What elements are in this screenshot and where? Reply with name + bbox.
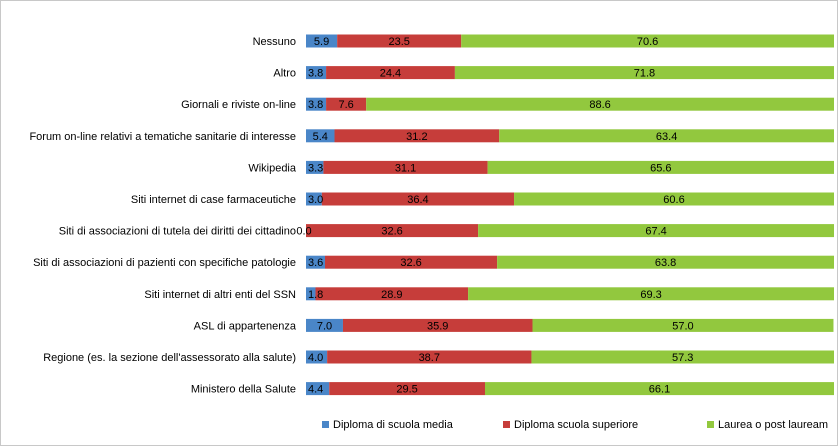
data-label: 65.6 bbox=[650, 162, 671, 174]
bar-segment bbox=[321, 192, 515, 206]
bar-segment bbox=[306, 129, 335, 143]
data-label: 3.0 bbox=[308, 194, 323, 206]
bar-segment bbox=[306, 66, 327, 80]
legend-label: Diploma di scuola media bbox=[333, 419, 454, 431]
data-label: 63.8 bbox=[655, 257, 676, 269]
bar-segment bbox=[315, 287, 469, 301]
category-label: Ministero della Salute bbox=[191, 384, 296, 396]
legend-swatch bbox=[322, 421, 329, 428]
data-label: 4.4 bbox=[308, 384, 323, 396]
category-label: Altro bbox=[273, 68, 296, 80]
data-label: 71.8 bbox=[634, 68, 655, 80]
bar-segment bbox=[306, 160, 324, 174]
data-label: 3.6 bbox=[308, 257, 323, 269]
legend-swatch bbox=[503, 421, 510, 428]
bar-segment bbox=[478, 224, 834, 238]
data-label: 36.4 bbox=[407, 194, 428, 206]
legend-label: Diploma scuola superiore bbox=[514, 419, 638, 431]
bar-segment bbox=[325, 255, 498, 269]
data-label: 24.4 bbox=[380, 68, 401, 80]
data-label: 69.3 bbox=[640, 289, 661, 301]
data-label: 5.4 bbox=[313, 131, 328, 143]
data-label: 57.3 bbox=[672, 352, 693, 364]
data-label: 60.6 bbox=[663, 194, 684, 206]
bar-segment bbox=[468, 287, 834, 301]
bar-segment bbox=[531, 350, 834, 364]
data-label: 31.1 bbox=[395, 162, 416, 174]
data-label: 3.8 bbox=[308, 99, 323, 111]
data-label: 88.6 bbox=[589, 99, 610, 111]
category-label: Wikipedia bbox=[248, 162, 297, 174]
data-label: 38.7 bbox=[419, 352, 440, 364]
category-label: Forum on-line relativi a tematiche sanit… bbox=[29, 131, 296, 143]
bar-segment bbox=[366, 97, 834, 111]
data-label: 31.2 bbox=[406, 131, 427, 143]
data-label: 28.9 bbox=[381, 289, 402, 301]
bar-segment bbox=[306, 34, 338, 48]
data-label: 7.0 bbox=[317, 320, 332, 332]
category-label: Siti internet di altri enti del SSN bbox=[144, 289, 296, 301]
bar-segment bbox=[306, 255, 326, 269]
bar-segment bbox=[329, 382, 485, 396]
bar-segment bbox=[306, 350, 328, 364]
bar-segment bbox=[326, 97, 367, 111]
data-label: 35.9 bbox=[427, 320, 448, 332]
data-label: 4.0 bbox=[308, 352, 323, 364]
category-label: Nessuno bbox=[253, 36, 296, 48]
data-label: 67.4 bbox=[645, 226, 666, 238]
data-label: 29.5 bbox=[396, 384, 417, 396]
bar-segment bbox=[306, 224, 479, 238]
bar-segment bbox=[532, 318, 834, 332]
data-label: 23.5 bbox=[388, 36, 409, 48]
bar-segment bbox=[487, 160, 834, 174]
bar-segment bbox=[454, 66, 834, 80]
legend-swatch bbox=[707, 421, 714, 428]
data-label: 32.6 bbox=[400, 257, 421, 269]
category-label: Giornali e riviste on-line bbox=[181, 99, 296, 111]
bar-segment bbox=[323, 160, 488, 174]
data-label: 1.8 bbox=[308, 289, 323, 301]
bar-segment bbox=[337, 34, 462, 48]
bar-segment bbox=[306, 382, 330, 396]
category-label: ASL di appartenenza bbox=[194, 320, 297, 332]
category-label: Siti internet di case farmaceutiche bbox=[131, 194, 296, 206]
bar-segment bbox=[306, 318, 343, 332]
bar-segment bbox=[306, 192, 322, 206]
data-label: 5.9 bbox=[314, 36, 329, 48]
data-label: 66.1 bbox=[649, 384, 670, 396]
bar-segment bbox=[514, 192, 834, 206]
legend: Diploma di scuola media Diploma scuola su… bbox=[322, 419, 828, 431]
data-label: 7.6 bbox=[338, 99, 353, 111]
data-label: 32.6 bbox=[381, 226, 402, 238]
bar-segment bbox=[334, 129, 500, 143]
data-labels: 5.9 23.5 70.6 3.8 24.4 71.8 3.8 7.6 88.6 5.4 31.2 6… bbox=[296, 36, 693, 396]
bar-segment bbox=[461, 34, 834, 48]
data-label: 3.8 bbox=[308, 68, 323, 80]
bar-segment bbox=[306, 287, 316, 301]
category-label: Regione (es. la sezione dell'assessorato… bbox=[43, 352, 296, 364]
bar-segment bbox=[499, 129, 834, 143]
legend-label: Laurea o post lauream bbox=[718, 419, 828, 431]
bar-segment bbox=[326, 66, 455, 80]
category-labels: Nessuno Altro Giornali e riviste on-line Fo… bbox=[29, 36, 296, 396]
bar-segment bbox=[306, 97, 327, 111]
data-label: 57.0 bbox=[672, 320, 693, 332]
data-label: 70.6 bbox=[637, 36, 658, 48]
bar-segment bbox=[484, 382, 834, 396]
data-label: 0.0 bbox=[296, 226, 311, 238]
data-label: 3.3 bbox=[308, 162, 323, 174]
category-label: Siti di associazioni di tutela dei dirit… bbox=[59, 226, 296, 238]
bar-segment bbox=[497, 255, 834, 269]
bars-group bbox=[306, 34, 834, 396]
bar-segment bbox=[327, 350, 532, 364]
category-label: Siti di associazioni di pazienti con spe… bbox=[33, 257, 296, 269]
bar-segment bbox=[342, 318, 533, 332]
data-label: 63.4 bbox=[656, 131, 677, 143]
